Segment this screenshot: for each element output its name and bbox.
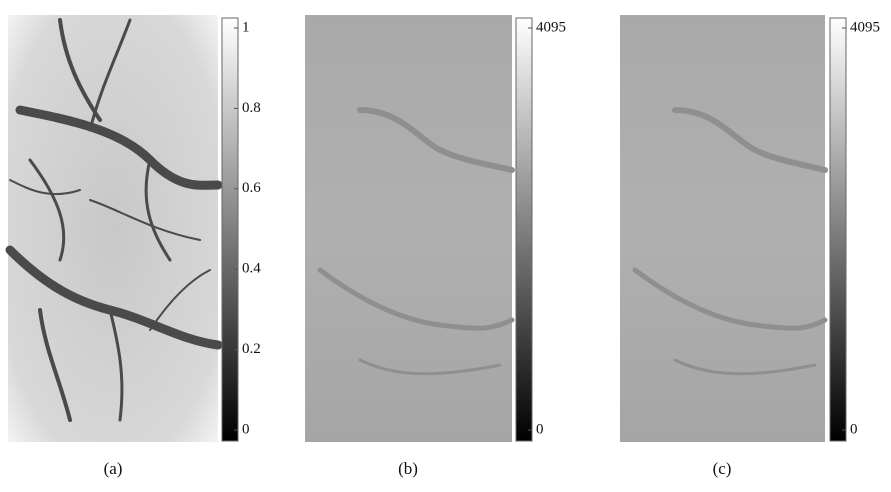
image-c — [620, 15, 825, 442]
colorbar-tick-label: 4095 — [850, 19, 880, 35]
panel-caption: (c) — [713, 459, 732, 478]
colorbar-tick-label: 0 — [536, 421, 544, 437]
panel-caption: (b) — [398, 459, 418, 478]
colorbar-tick-label: 0.6 — [242, 180, 261, 196]
colorbar-tick-label: 0.4 — [242, 261, 261, 277]
colorbar-tick-label: 4095 — [536, 19, 566, 35]
colorbar-tick-label: 0.2 — [242, 341, 261, 357]
figure: 0 0.2 0.4 0.6 0.8 1 (a) 0 4095 (b) 0 4095 (c) — [0, 0, 891, 492]
image-b — [305, 15, 512, 442]
panel-caption: (a) — [104, 459, 123, 478]
colorbar-tick-label: 0 — [242, 421, 250, 437]
colorbar-tick-label: 1 — [242, 19, 250, 35]
colorbar — [516, 18, 532, 441]
colorbar-tick-label: 0.8 — [242, 100, 261, 116]
colorbar — [222, 18, 238, 441]
colorbar-tick-label: 0 — [850, 421, 858, 437]
image-a — [8, 15, 218, 442]
colorbar — [830, 18, 846, 441]
